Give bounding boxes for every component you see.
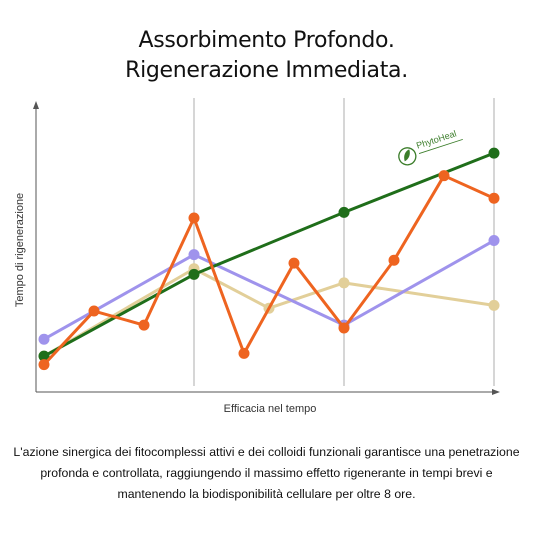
series-2-point-5 <box>238 347 250 359</box>
series-2-point-8 <box>388 254 400 266</box>
caption-line-1: L'azione sinergica dei fitocomplessi att… <box>13 445 520 459</box>
series-1 <box>38 147 500 362</box>
series-2-point-1 <box>38 359 50 371</box>
chart-axes: Efficacia nel tempo Tempo di rigenerazio… <box>14 101 500 415</box>
x-axis-arrow <box>492 389 500 395</box>
series-line-3 <box>43 239 495 341</box>
series-3-point-4 <box>488 235 500 247</box>
series-3-point-1 <box>38 333 50 345</box>
description-text: L'azione sinergica dei fitocomplessi att… <box>0 442 533 505</box>
series-2-point-3 <box>138 319 150 331</box>
headline-line-2: Rigenerazione Immediata. <box>125 58 408 83</box>
series-2-point-4 <box>188 212 200 224</box>
headline: Assorbimento Profondo. Rigenerazione Imm… <box>0 26 533 86</box>
leaf-icon <box>404 149 410 162</box>
y-axis-arrow <box>33 101 39 109</box>
series-2-point-2 <box>88 305 100 317</box>
y-axis-title: Tempo di rigenerazione <box>14 193 26 307</box>
x-axis-title: Efficacia nel tempo <box>224 403 317 415</box>
leaf-circle-icon <box>398 147 417 166</box>
series-line-2 <box>42 174 495 366</box>
series-1-point-2 <box>188 268 200 280</box>
series-1-point-4 <box>488 147 500 159</box>
series-2-point-7 <box>338 322 350 334</box>
series-1-point-3 <box>338 206 350 218</box>
brand-underline <box>418 138 463 154</box>
series-3 <box>38 235 500 345</box>
series-4-point-4 <box>338 277 350 289</box>
brand-logo: PhytoHeal <box>398 128 463 166</box>
series-2-point-6 <box>288 257 300 269</box>
series-2-point-9 <box>438 170 450 182</box>
series-2-point-10 <box>488 192 500 204</box>
caption-line-3: mantenendo la biodisponibilità cellulare… <box>117 487 416 501</box>
brand-name: PhytoHeal <box>415 128 458 150</box>
series-2 <box>38 170 500 371</box>
caption-line-2: profonda e controllata, raggiungendo il … <box>40 466 493 480</box>
series-line-1 <box>43 151 495 358</box>
series-1-point-1 <box>38 350 50 362</box>
series-layer <box>38 147 500 371</box>
series-4-point-5 <box>488 299 500 311</box>
series-3-point-2 <box>188 249 200 261</box>
headline-line-1: Assorbimento Profondo. <box>138 28 395 53</box>
